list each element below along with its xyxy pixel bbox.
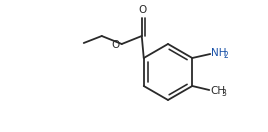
Text: 2: 2 bbox=[224, 51, 229, 60]
Text: 3: 3 bbox=[221, 88, 226, 98]
Text: NH: NH bbox=[211, 48, 227, 58]
Text: O: O bbox=[111, 40, 120, 50]
Text: CH: CH bbox=[210, 86, 225, 96]
Text: O: O bbox=[139, 5, 147, 15]
